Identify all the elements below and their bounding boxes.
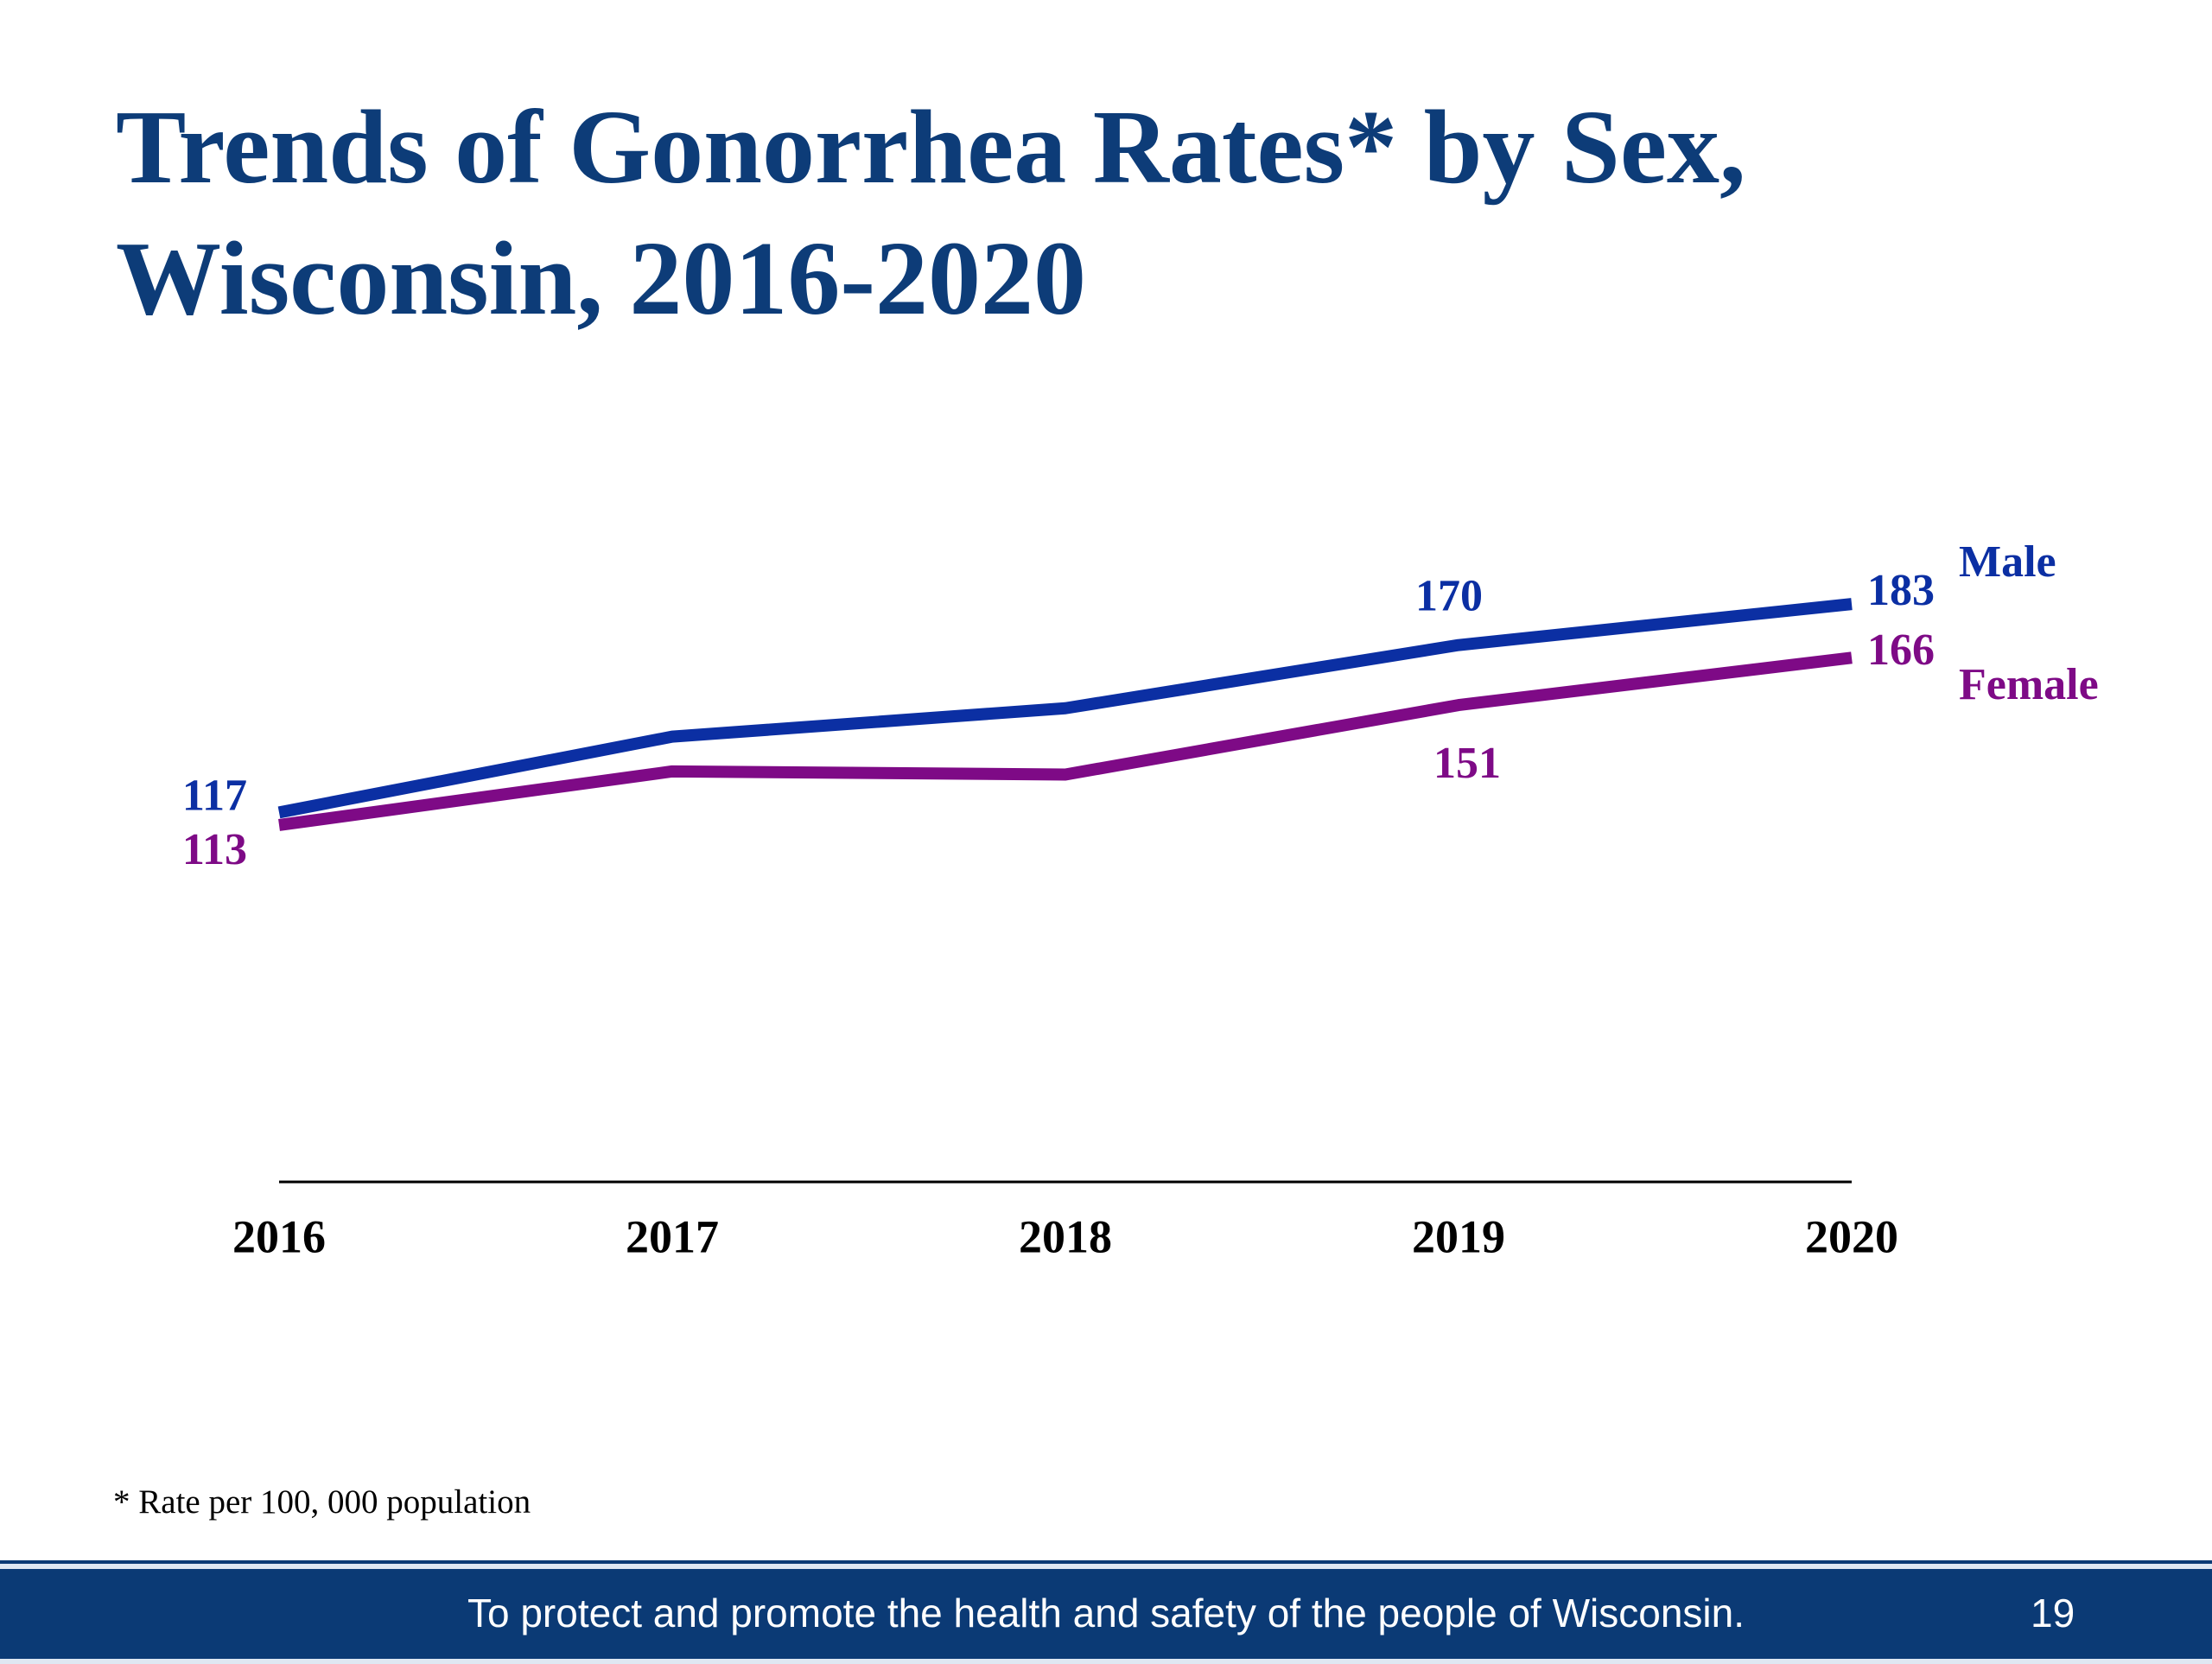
legend-entry: Male — [1959, 537, 2056, 587]
data-label: 166 — [1867, 626, 1935, 675]
x-tick-label: 2019 — [1412, 1210, 1505, 1262]
x-tick-label: 2018 — [1019, 1210, 1112, 1262]
data-label: 117 — [182, 771, 247, 820]
x-tick-label: 2017 — [626, 1210, 719, 1262]
x-tick-label: 2016 — [232, 1210, 326, 1262]
legend-entry: Female — [1959, 660, 2099, 709]
data-label: 170 — [1415, 572, 1483, 621]
data-label: 113 — [182, 825, 247, 874]
footer-text: To protect and promote the health and sa… — [467, 1591, 1745, 1635]
x-tick-label: 2020 — [1805, 1210, 1898, 1262]
data-label: 183 — [1867, 566, 1935, 615]
chart-title: Trends of Gonorrhea Rates* by Sex, Wisco… — [116, 89, 1746, 337]
footer-bar: To protect and promote the health and sa… — [0, 1564, 2212, 1664]
data-label: 151 — [1433, 739, 1501, 788]
page-number: 19 — [2031, 1591, 2075, 1635]
series-line — [277, 598, 1853, 819]
footnote: * Rate per 100, 000 population — [113, 1483, 531, 1521]
series-line — [278, 651, 1853, 831]
